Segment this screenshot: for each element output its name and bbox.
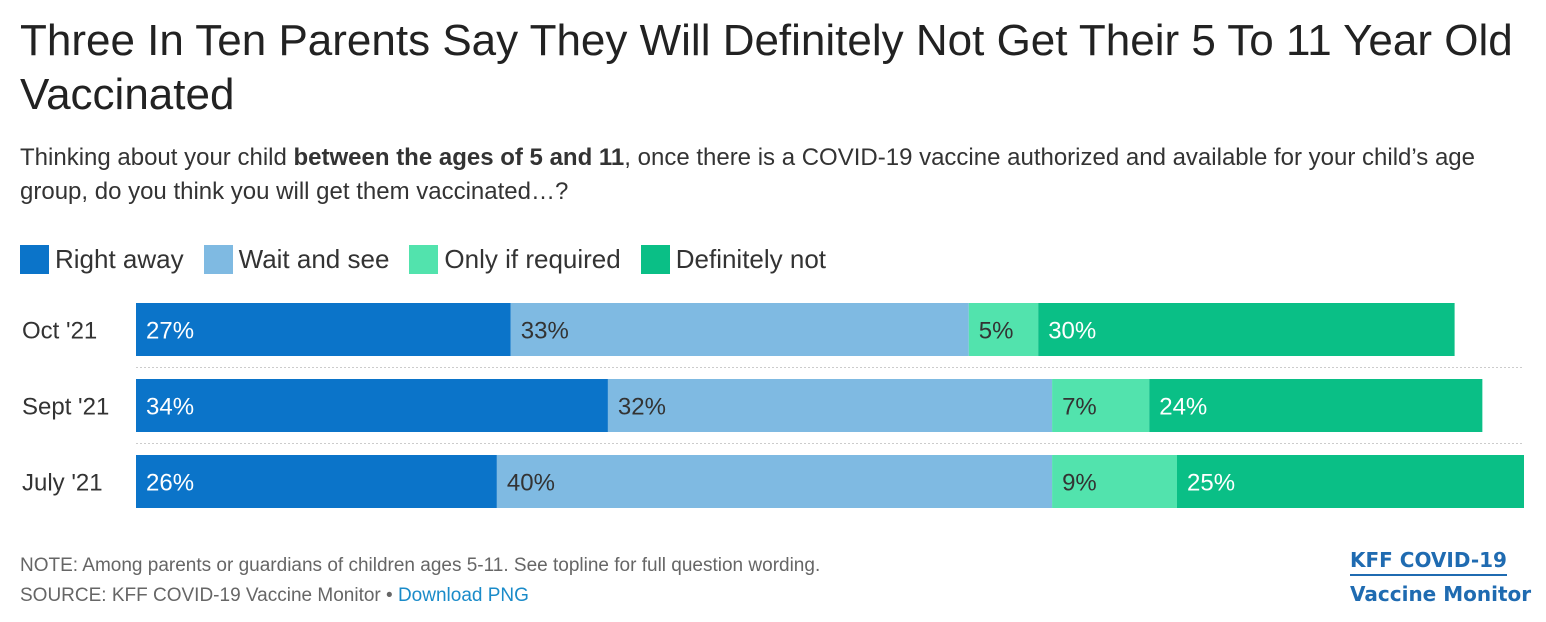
- legend-swatch-definitely-not: [640, 244, 670, 274]
- legend-swatch-only-if-required: [409, 244, 439, 274]
- legend-label-right-away: Right away: [55, 243, 184, 274]
- category-label-july-21: July '21: [22, 470, 103, 497]
- legend-item-wait-and-see: Wait and see: [203, 243, 390, 275]
- data-label-july-21-definitely-not: 25%: [1187, 470, 1235, 497]
- data-label-sept-21-only-if-required: 7%: [1062, 394, 1097, 421]
- legend-label-definitely-not: Definitely not: [675, 243, 827, 274]
- bar-oct-21-wait-and-see: [510, 303, 969, 356]
- legend-swatch-right-away: [20, 244, 49, 274]
- subtitle-text-before: Thinking about your child: [20, 144, 294, 171]
- data-label-oct-21-right-away: 27%: [146, 318, 194, 345]
- data-label-sept-21-wait-and-see: 32%: [618, 394, 666, 421]
- legend-label-wait-and-see: Wait and see: [238, 243, 390, 274]
- category-label-sept-21: Sept '21: [22, 394, 109, 421]
- bar-july-21-definitely-not: [1177, 455, 1524, 508]
- bar-sept-21-right-away: [136, 379, 608, 432]
- bar-july-21-only-if-required: [1052, 455, 1177, 508]
- note-text: NOTE: Among parents or guardians of chil…: [20, 555, 821, 576]
- bar-sept-21-wait-and-see: [607, 379, 1053, 432]
- bar-sept-21-definitely-not: [1149, 379, 1483, 432]
- legend: Right away Wait and see Only if required…: [20, 242, 846, 276]
- subtitle-text-after: , once there is a COVID-19 vaccine autho…: [20, 144, 1475, 205]
- data-label-july-21-wait-and-see: 40%: [507, 470, 555, 497]
- chart-subtitle: Thinking about your child between the ag…: [20, 141, 1530, 209]
- bar-july-21-wait-and-see: [496, 455, 1053, 508]
- data-label-sept-21-right-away: 34%: [146, 394, 194, 421]
- legend-label-only-if-required: Only if required: [444, 243, 621, 274]
- data-label-oct-21-definitely-not: 30%: [1048, 318, 1096, 345]
- bar-oct-21-definitely-not: [1038, 303, 1455, 356]
- data-label-july-21-only-if-required: 9%: [1062, 470, 1097, 497]
- bar-oct-21-right-away: [136, 303, 511, 356]
- download-png-link[interactable]: Download PNG: [397, 585, 529, 606]
- bar-sept-21-only-if-required: [1052, 379, 1150, 432]
- source-text: SOURCE: KFF COVID-19 Vaccine Monitor •: [20, 585, 398, 606]
- legend-item-right-away: Right away: [20, 244, 184, 275]
- brand-line-1: KFF COVID-19: [1350, 546, 1507, 576]
- bar-july-21-right-away: [136, 455, 497, 508]
- data-label-sept-21-definitely-not: 24%: [1159, 394, 1207, 421]
- kff-brand-logo: KFF COVID-19 Vaccine Monitor: [1350, 543, 1531, 611]
- legend-item-only-if-required: Only if required: [409, 243, 621, 275]
- brand-line-2: Vaccine Monitor: [1350, 582, 1532, 606]
- category-label-oct-21: Oct '21: [22, 318, 97, 345]
- stacked-bar-chart: Oct '21 27% 33% 5% 30% Sept '21 34% 32% 7% 24% Jul…: [22, 303, 1524, 508]
- legend-swatch-wait-and-see: [203, 244, 233, 274]
- legend-item-definitely-not: Definitely not: [640, 243, 827, 275]
- chart-footer: NOTE: Among parents or guardians of chil…: [20, 551, 820, 611]
- chart-title: Three In Ten Parents Say They Will Defin…: [20, 16, 1513, 119]
- data-label-oct-21-only-if-required: 5%: [979, 318, 1014, 345]
- data-label-july-21-right-away: 26%: [146, 470, 194, 497]
- source-line: SOURCE: KFF COVID-19 Vaccine Monitor • D…: [20, 581, 820, 611]
- data-label-oct-21-wait-and-see: 33%: [521, 318, 569, 345]
- subtitle-text-bold: between the ages of 5 and 11: [293, 144, 625, 171]
- bar-oct-21-only-if-required: [968, 303, 1039, 356]
